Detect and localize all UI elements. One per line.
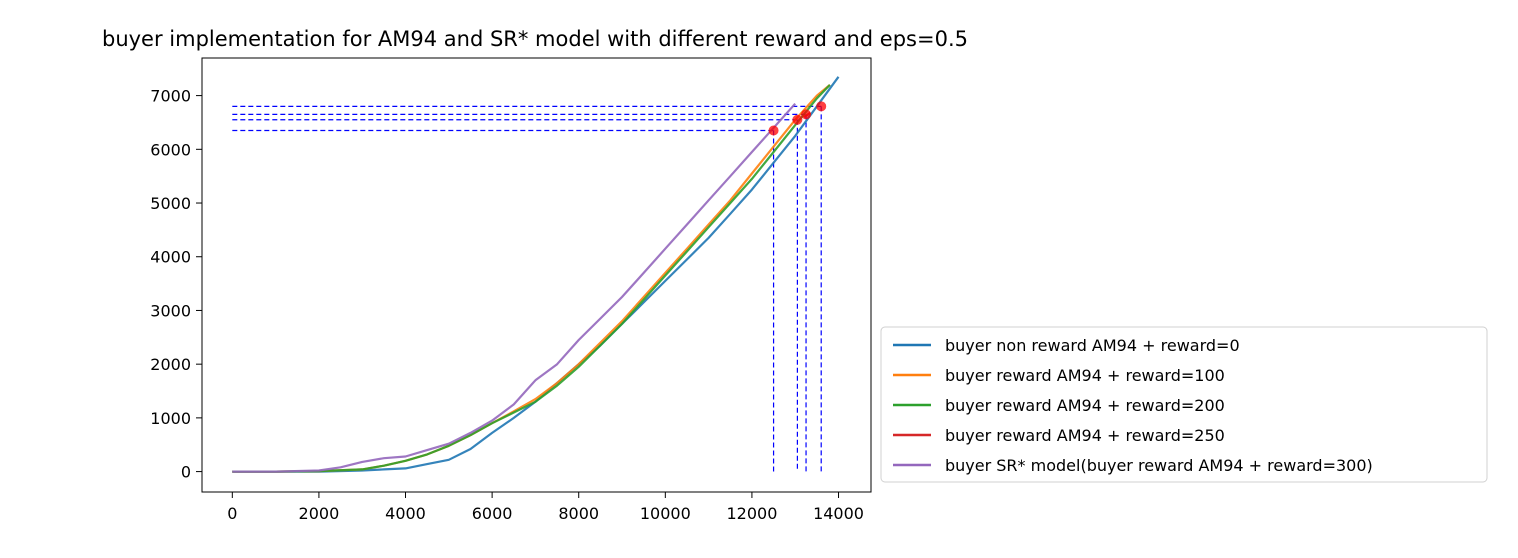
x-tick-label: 12000 xyxy=(726,504,777,523)
series-line xyxy=(232,84,831,473)
x-axis: 0 2000 4000 6000 8000 10000 12000 14000 xyxy=(227,492,864,523)
highlight-markers xyxy=(768,101,827,136)
y-tick-label: 1000 xyxy=(150,409,191,428)
x-tick-label: 2000 xyxy=(299,504,340,523)
legend-label: buyer reward AM94 + reward=250 xyxy=(945,426,1225,445)
series-line xyxy=(232,102,797,473)
y-tick-label: 0 xyxy=(181,463,191,482)
guide-lines xyxy=(232,105,822,472)
marker-point xyxy=(816,101,827,112)
y-axis: 0 1000 2000 3000 4000 5000 6000 7000 xyxy=(150,87,202,482)
chart-title: buyer implementation for AM94 and SR* mo… xyxy=(102,27,968,51)
y-tick-label: 2000 xyxy=(150,355,191,374)
marker-point xyxy=(792,114,803,125)
legend-label: buyer reward AM94 + reward=100 xyxy=(945,366,1225,385)
y-tick-label: 4000 xyxy=(150,248,191,267)
legend-label: buyer reward AM94 + reward=200 xyxy=(945,396,1225,415)
marker-point xyxy=(801,109,812,120)
series-lines xyxy=(232,76,840,473)
x-tick-label: 14000 xyxy=(813,504,864,523)
x-tick-label: 6000 xyxy=(472,504,513,523)
y-tick-label: 7000 xyxy=(150,87,191,106)
series-line xyxy=(232,84,831,473)
legend-label: buyer non reward AM94 + reward=0 xyxy=(945,336,1240,355)
plot-frame xyxy=(201,57,872,493)
y-tick-label: 6000 xyxy=(150,140,191,159)
legend: buyer non reward AM94 + reward=0 buyer re… xyxy=(880,326,1488,483)
x-tick-label: 10000 xyxy=(640,504,691,523)
x-tick-label: 0 xyxy=(227,504,237,523)
marker-point xyxy=(768,125,779,136)
legend-box xyxy=(880,326,1488,483)
y-tick-label: 5000 xyxy=(150,194,191,213)
y-tick-label: 3000 xyxy=(150,301,191,320)
legend-label: buyer SR* model(buyer reward AM94 + rewa… xyxy=(945,456,1373,475)
x-tick-label: 8000 xyxy=(558,504,599,523)
series-line xyxy=(232,76,840,473)
x-tick-label: 4000 xyxy=(385,504,426,523)
